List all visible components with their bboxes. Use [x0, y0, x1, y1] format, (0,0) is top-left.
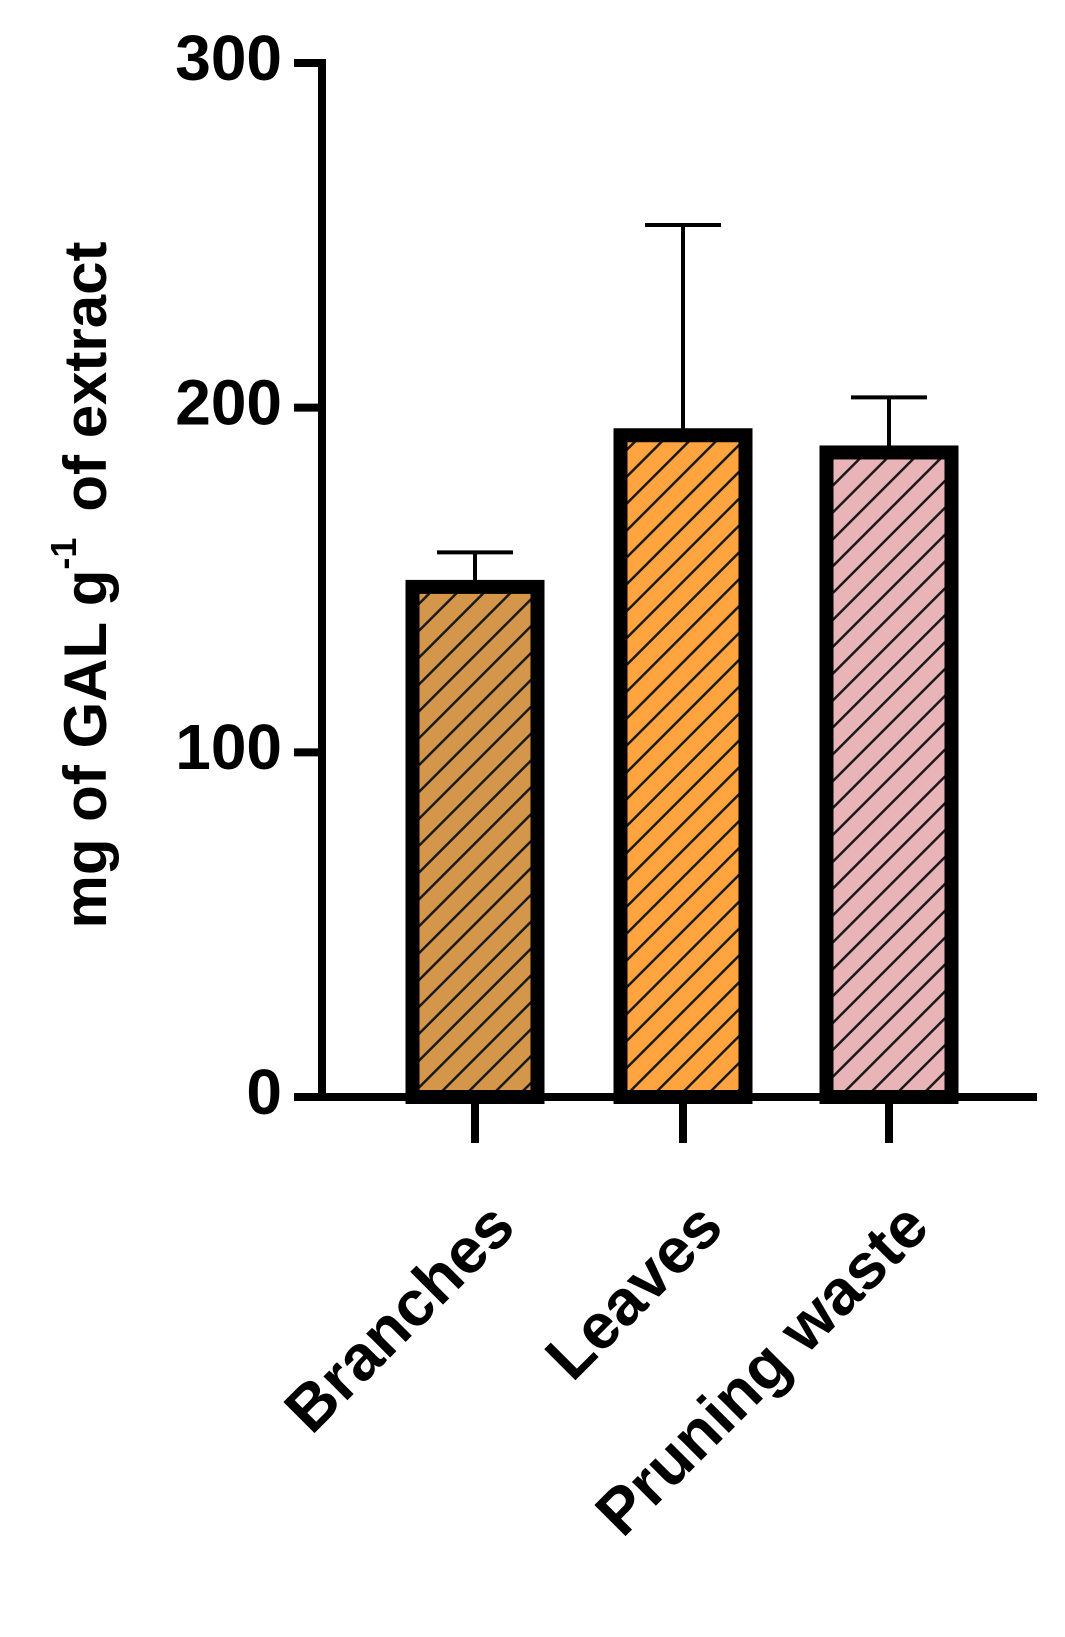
y-axis-title: mg of GAL g-1 of extract — [43, 242, 119, 929]
x-category-label: Leaves — [531, 1189, 735, 1393]
axes-group — [318, 59, 1037, 1101]
y-tick-label: 100 — [175, 711, 282, 783]
x-category-label: Branches — [271, 1189, 528, 1446]
y-axis-title-suffix: of extract — [52, 242, 119, 512]
y-axis-title-prefix: mg of GAL g — [52, 570, 119, 929]
bar-leaves — [613, 428, 753, 1104]
bars-group — [405, 428, 959, 1104]
bar-branches — [405, 579, 545, 1104]
error-bars-group — [437, 222, 927, 587]
y-axis-title-superscript: -1 — [43, 538, 84, 570]
y-tick-label: 300 — [175, 22, 282, 94]
bar-pruning-waste — [819, 445, 959, 1104]
y-ticks-group: 0 100 200 300 — [175, 22, 322, 1128]
y-tick-label: 200 — [175, 367, 282, 439]
y-tick-label: 0 — [246, 1056, 282, 1128]
